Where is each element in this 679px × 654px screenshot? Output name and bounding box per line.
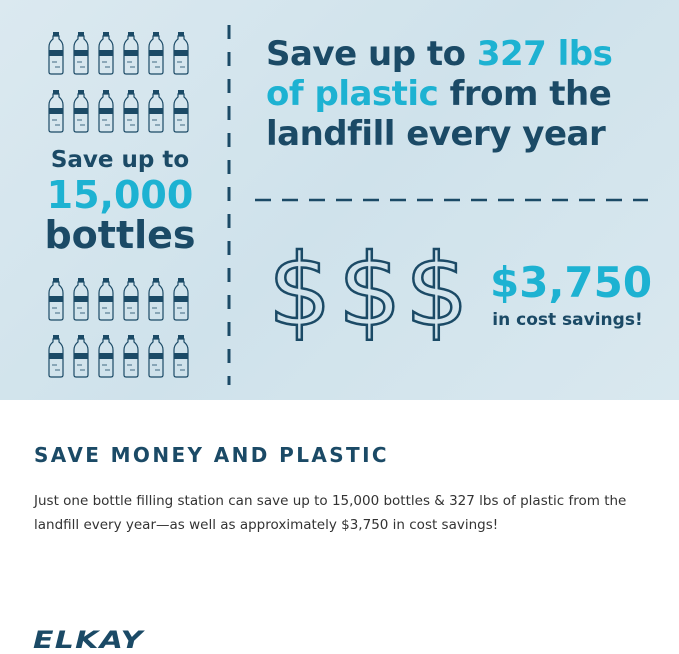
bottle-grid bbox=[48, 32, 189, 378]
water-bottle-icon bbox=[48, 90, 64, 133]
water-bottle-icon bbox=[48, 335, 64, 378]
water-bottle-icon bbox=[98, 32, 114, 75]
infographic-graphics: $ $ $ bbox=[48, 25, 648, 385]
water-bottle-icon bbox=[73, 335, 89, 378]
section-body: Just one bottle filling station can save… bbox=[34, 493, 627, 533]
water-bottle-icon bbox=[73, 90, 89, 133]
water-bottle-icon bbox=[148, 335, 164, 378]
headline: Save up to 327 lbs of plastic from the l… bbox=[266, 34, 613, 154]
headline-text: Save up to bbox=[266, 34, 477, 74]
dollar-sign-icon: $ bbox=[338, 232, 402, 349]
headline-text: landfill every year bbox=[266, 114, 606, 154]
water-bottle-icon bbox=[123, 90, 139, 133]
water-bottle-icon bbox=[73, 32, 89, 75]
water-bottle-icon bbox=[148, 32, 164, 75]
savings-stat: $3,750 in cost savings! bbox=[490, 258, 653, 332]
infographic-panel: $ $ $ Save up to 327 lbs of plastic from t… bbox=[0, 0, 679, 400]
savings-amount: $3,750 bbox=[490, 258, 653, 307]
section-heading: SAVE MONEY AND PLASTIC bbox=[34, 443, 390, 467]
water-bottle-icon bbox=[148, 90, 164, 133]
water-bottle-icon bbox=[98, 335, 114, 378]
bottles-stat-value: 15,000 bbox=[46, 173, 194, 217]
elkay-logo: ELKAY bbox=[33, 626, 144, 654]
water-bottle-icon bbox=[98, 90, 114, 133]
bottles-stat-unit: bottles bbox=[44, 213, 196, 257]
water-bottle-icon bbox=[123, 32, 139, 75]
water-bottle-icon bbox=[73, 278, 89, 321]
water-bottle-icon bbox=[123, 335, 139, 378]
water-bottle-icon bbox=[98, 278, 114, 321]
water-bottle-icon bbox=[48, 278, 64, 321]
water-bottle-icon bbox=[173, 278, 189, 321]
bottles-stat: Save up to 15,000 bottles bbox=[30, 145, 210, 255]
dollar-sign-icon: $ bbox=[268, 232, 332, 349]
headline-text: from the bbox=[438, 74, 612, 114]
water-bottle-icon bbox=[173, 90, 189, 133]
water-bottle-icon bbox=[173, 32, 189, 75]
headline-highlight: 327 lbs bbox=[476, 34, 613, 74]
water-bottle-icon bbox=[123, 278, 139, 321]
dollar-sign-icon: $ bbox=[405, 232, 469, 349]
water-bottle-icon bbox=[173, 335, 189, 378]
savings-caption: in cost savings! bbox=[492, 310, 643, 330]
headline-highlight: of plastic bbox=[266, 74, 439, 114]
water-bottle-icon bbox=[148, 278, 164, 321]
bottles-stat-label: Save up to bbox=[50, 147, 190, 173]
water-bottle-icon bbox=[48, 32, 64, 75]
